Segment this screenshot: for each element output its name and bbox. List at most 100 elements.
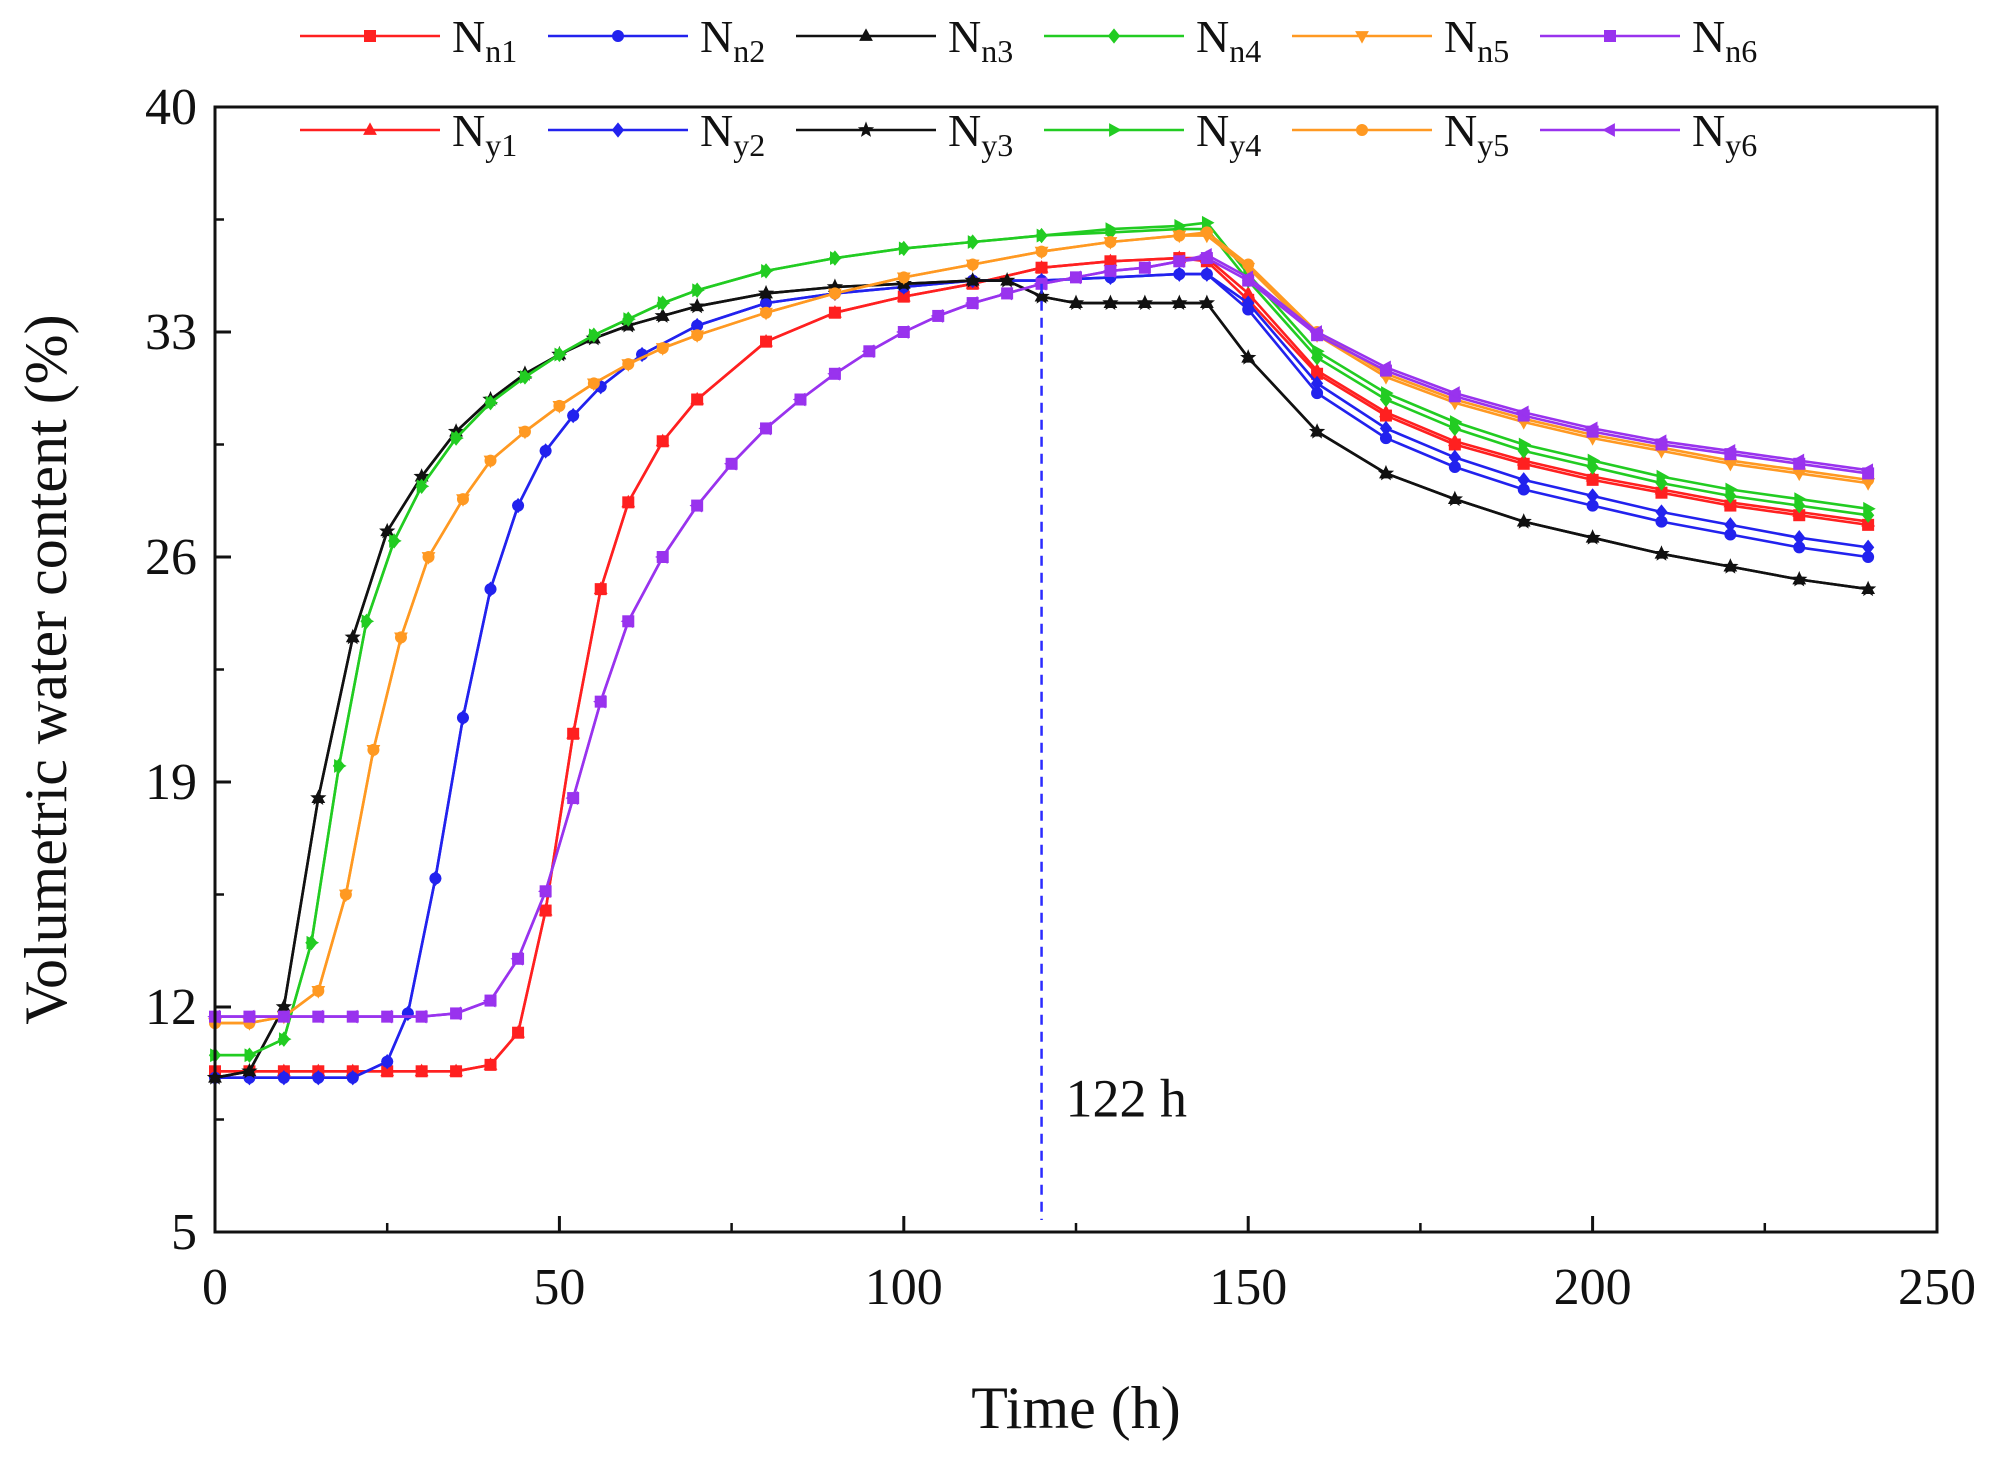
data-point-Ny6 [345, 1009, 358, 1024]
legend-label: Nn4 [1196, 11, 1261, 69]
data-point-Ny6 [593, 694, 606, 709]
annotation-label: 122 h [1066, 1068, 1188, 1128]
series-line-Ny1 [215, 256, 1869, 1073]
legend-item-Ny4: Ny4 [1044, 105, 1261, 163]
data-point-Ny2 [381, 1053, 394, 1070]
data-point-Ny4 [1105, 222, 1119, 237]
data-point-Ny4 [306, 935, 320, 950]
data-point-Ny1 [896, 289, 911, 302]
data-point-Ny5 [312, 984, 325, 997]
data-point-Ny6 [827, 366, 840, 381]
data-point-Ny3 [344, 628, 361, 645]
legend-marker [363, 122, 377, 135]
data-point-Ny3 [379, 522, 396, 539]
data-point-Ny4 [1381, 386, 1394, 400]
series-line-Ny2 [215, 272, 1869, 1079]
data-point-Ny2 [312, 1070, 325, 1086]
data-point-Ny1 [414, 1063, 429, 1077]
data-point-Ny5 [367, 743, 380, 756]
data-point-Ny4 [389, 534, 402, 548]
data-point-Ny4 [898, 241, 912, 256]
data-point-Ny6 [689, 498, 703, 513]
data-point-Ny6 [537, 884, 551, 899]
data-point-Ny2 [429, 870, 442, 887]
data-point-Ny2 [346, 1070, 359, 1086]
axis-layer: Time (h) Volumetric water content (%) [13, 314, 1181, 1441]
data-point-Ny2 [277, 1070, 291, 1086]
data-point-Ny6 [655, 550, 668, 564]
data-point-Ny3 [1446, 490, 1463, 507]
legend-marker [859, 28, 873, 41]
data-point-Ny3 [1171, 294, 1188, 310]
y-tick-label: 40 [145, 79, 197, 136]
data-point-Ny6 [1309, 325, 1322, 339]
data-point-Ny2 [1586, 488, 1599, 504]
legend-label: Nn1 [452, 11, 517, 69]
data-point-Ny5 [760, 306, 773, 319]
legend-marker [1107, 28, 1121, 44]
legend-marker [1602, 123, 1615, 137]
data-point-Ny1 [380, 1063, 395, 1077]
data-point-Ny4 [1863, 501, 1876, 516]
data-point-Ny3 [1584, 529, 1601, 545]
legend-item-Nn4: Nn4 [1044, 11, 1261, 69]
legend-item-Ny2: Ny2 [548, 105, 765, 163]
data-point-Ny2 [1200, 266, 1214, 282]
legend-marker [1109, 123, 1122, 137]
data-point-Ny4 [1201, 215, 1215, 230]
data-point-Ny5 [1035, 245, 1048, 258]
data-point-Ny4 [1518, 437, 1532, 452]
data-point-Ny2 [1448, 449, 1461, 466]
data-point-Ny5 [587, 377, 600, 390]
y-tick-label: 26 [145, 529, 197, 586]
data-point-Ny6 [965, 296, 978, 310]
data-point-Ny3 [1653, 545, 1670, 561]
data-point-Ny4 [1587, 453, 1601, 468]
data-point-Ny5 [422, 551, 435, 563]
data-point-Ny5 [691, 329, 704, 342]
x-tick-label: 50 [533, 1259, 585, 1316]
data-point-Ny2 [511, 497, 525, 514]
data-point-Ny3 [964, 272, 981, 288]
data-point-Ny1 [690, 391, 705, 405]
data-point-Ny1 [1447, 433, 1462, 447]
data-point-Ny3 [1722, 558, 1739, 574]
data-point-Ny5 [484, 454, 497, 467]
data-point-Ny4 [1449, 415, 1463, 429]
data-point-Ny1 [1310, 362, 1324, 376]
y-axis-title: Volumetric water content (%) [13, 314, 79, 1024]
data-point-Ny4 [692, 283, 705, 298]
data-point-Ny5 [897, 271, 910, 284]
data-point-Ny4 [244, 1048, 258, 1063]
data-point-Ny2 [1173, 266, 1186, 282]
data-point-Ny4 [967, 235, 981, 249]
data-point-Ny3 [1308, 423, 1326, 439]
data-point-Ny2 [401, 1005, 415, 1022]
data-point-Ny3 [1033, 288, 1050, 304]
x-tick-label: 200 [1554, 1259, 1632, 1316]
data-point-Ny3 [689, 297, 706, 314]
legend-label: Ny1 [452, 105, 517, 163]
legend-label: Nn5 [1444, 11, 1509, 69]
legend-marker [1356, 124, 1368, 136]
data-point-Ny6 [414, 1009, 427, 1024]
data-point-Ny5 [622, 358, 635, 371]
data-point-Ny6 [792, 392, 806, 407]
data-point-Ny4 [361, 614, 375, 629]
legend-label: Nn3 [948, 11, 1013, 69]
legend-item-Nn1: Nn1 [300, 11, 517, 69]
data-point-Ny5 [339, 888, 352, 901]
annotation-layer: 122 h [1040, 283, 1188, 1220]
data-point-Ny3 [998, 272, 1016, 288]
data-point-Ny4 [1174, 219, 1187, 233]
data-point-Ny6 [448, 1006, 461, 1021]
data-point-Ny2 [1655, 504, 1668, 520]
data-point-Ny3 [1377, 464, 1395, 481]
data-point-Ny3 [1791, 570, 1808, 587]
data-point-Ny6 [1791, 453, 1805, 468]
data-point-Ny4 [1794, 492, 1807, 507]
y-tick-label: 19 [145, 754, 197, 811]
data-point-Ny2 [1310, 375, 1324, 392]
legend-label: Nn6 [1692, 11, 1757, 69]
data-point-Ny6 [565, 791, 579, 805]
